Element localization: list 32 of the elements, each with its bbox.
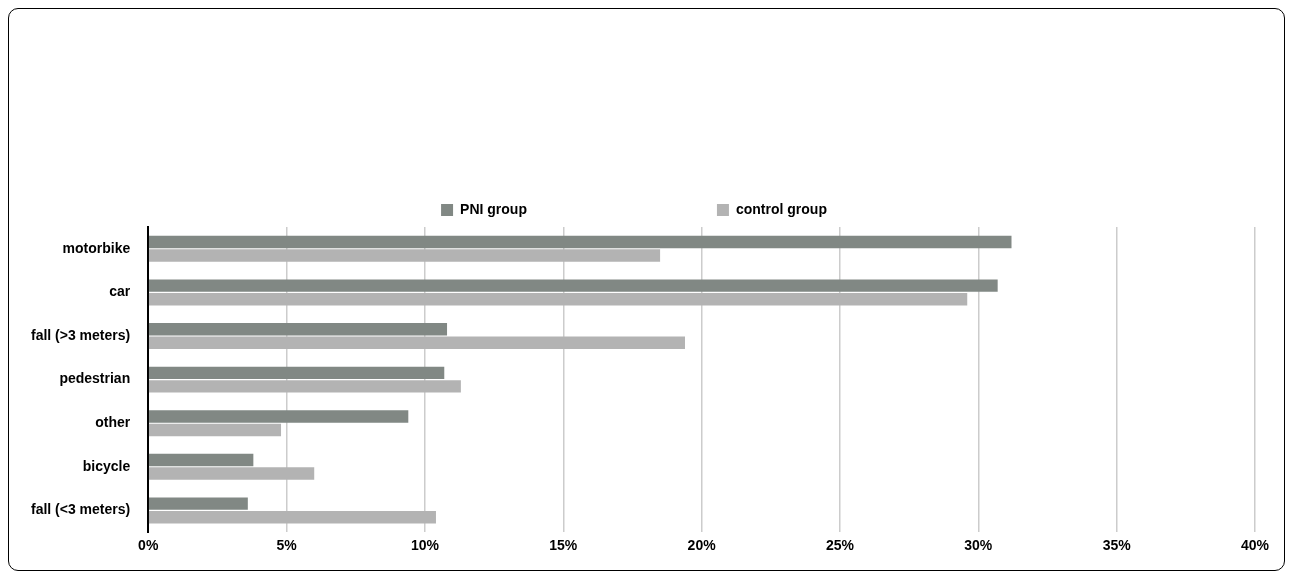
y-tick-label: other (95, 414, 131, 431)
bar (148, 323, 448, 336)
bar (148, 366, 445, 380)
y-tick-label: motorbike (62, 239, 131, 256)
legend-label: PNI group (460, 200, 527, 217)
bar (148, 410, 409, 423)
x-tick-label: 30% (964, 537, 993, 554)
bar (148, 423, 282, 437)
bar (148, 235, 1012, 249)
y-tick-label: pedestrian (59, 370, 131, 387)
x-tick-label: 20% (687, 537, 717, 554)
y-tick-label: fall (<3 meters) (30, 501, 131, 518)
x-tick-label: 0% (138, 537, 159, 554)
x-tick-label: 15% (549, 537, 578, 554)
bar (148, 453, 254, 467)
x-tick-label: 5% (276, 537, 298, 554)
x-tick-label: 40% (1240, 537, 1270, 554)
bar (148, 279, 998, 292)
bar (148, 292, 968, 306)
y-tick-label: bicycle (82, 457, 131, 474)
bar (148, 380, 461, 393)
bar (148, 497, 248, 510)
bar (148, 249, 661, 262)
bar (148, 510, 436, 524)
x-tick-label: 25% (825, 537, 855, 554)
bar (148, 336, 685, 349)
x-tick-label: 10% (410, 537, 440, 554)
y-tick-label: car (109, 283, 131, 300)
y-tick-label: fall (>3 meters) (30, 326, 131, 343)
x-tick-label: 35% (1102, 537, 1132, 554)
legend-label: control group (735, 200, 827, 217)
bar (148, 467, 315, 480)
